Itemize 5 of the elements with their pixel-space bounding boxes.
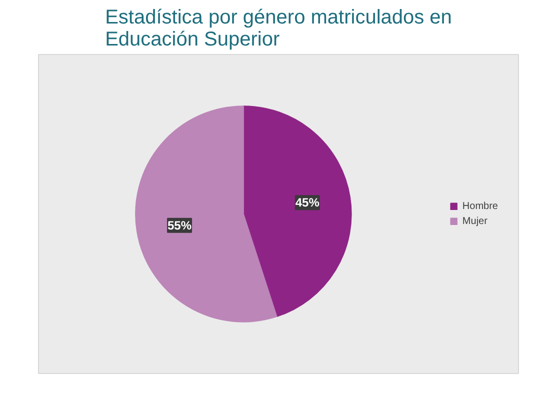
data-label: 45% (295, 196, 320, 210)
legend-label: Mujer (462, 216, 488, 226)
data-label: 55% (168, 218, 192, 232)
legend-label: Hombre (462, 200, 498, 212)
chart-title: Estadística por género matriculados en Educación Superior (105, 6, 452, 50)
